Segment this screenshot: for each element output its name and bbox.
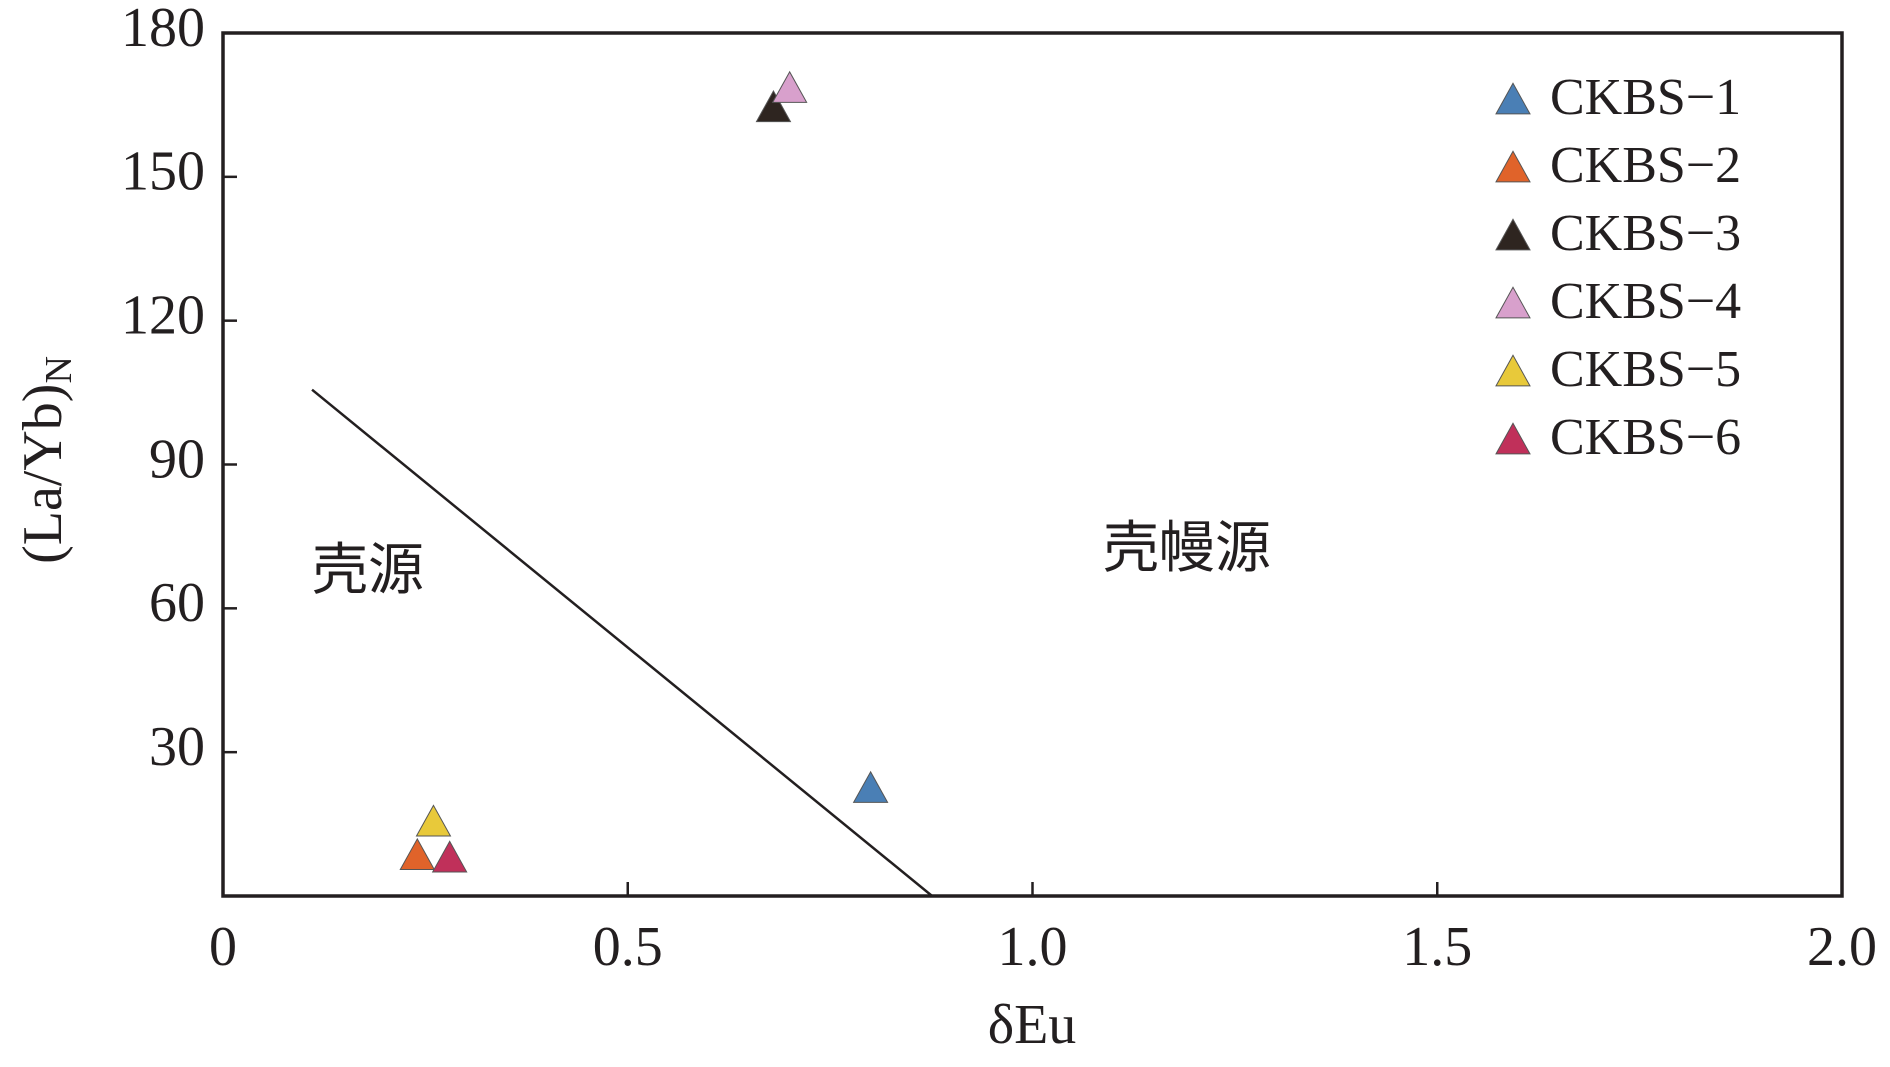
x-tick-label: 2.0 bbox=[1807, 916, 1877, 978]
x-tick-label: 1.5 bbox=[1402, 916, 1472, 978]
legend-marker bbox=[1495, 354, 1531, 387]
plot-frame bbox=[221, 31, 1844, 898]
point bbox=[399, 837, 436, 871]
y-tick-label: 90 bbox=[149, 428, 205, 490]
y-tick-label: 180 bbox=[121, 0, 205, 59]
x-tick-label: 0 bbox=[209, 916, 237, 978]
annotation: 壳源 bbox=[312, 540, 424, 602]
legend-marker bbox=[1495, 422, 1531, 455]
legend-marker bbox=[1495, 218, 1531, 251]
point bbox=[755, 89, 792, 123]
y-axis-label-main: (La/Yb) bbox=[12, 384, 74, 564]
y-tick-label: 150 bbox=[121, 141, 205, 203]
x-axis-label: δEu bbox=[988, 994, 1077, 1056]
legend-label: CKBS−6 bbox=[1550, 409, 1741, 466]
point bbox=[852, 770, 889, 803]
point bbox=[771, 70, 808, 103]
legend-label: CKBS−2 bbox=[1550, 137, 1741, 194]
x-tick-label: 0.5 bbox=[593, 916, 663, 978]
y-tick-label: 60 bbox=[149, 572, 205, 634]
y-tick-label: 30 bbox=[149, 716, 205, 778]
y-tick-label: 120 bbox=[121, 285, 205, 347]
y-axis-label: (La/Yb)N bbox=[12, 356, 80, 564]
legend-marker bbox=[1495, 82, 1531, 115]
annotation: 壳幔源 bbox=[1103, 518, 1271, 580]
point bbox=[431, 840, 468, 873]
legend-label: CKBS−3 bbox=[1550, 205, 1741, 262]
x-tick-label: 1.0 bbox=[998, 916, 1068, 978]
point bbox=[415, 804, 452, 837]
y-axis-label-sub: N bbox=[38, 356, 80, 383]
legend-marker bbox=[1495, 150, 1531, 183]
legend-marker bbox=[1495, 286, 1531, 319]
boundary-line bbox=[311, 388, 933, 897]
legend-label: CKBS−1 bbox=[1550, 69, 1741, 126]
legend-label: CKBS−5 bbox=[1550, 341, 1741, 398]
legend-label: CKBS−4 bbox=[1550, 273, 1741, 330]
